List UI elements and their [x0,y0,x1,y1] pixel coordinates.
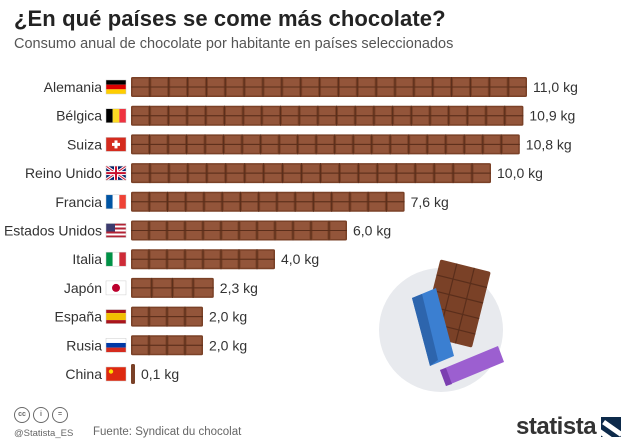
flag-icon-es [105,309,127,324]
chart-subtitle: Consumo anual de chocolate por habitante… [14,36,454,52]
chocolate-bar [131,191,405,212]
value-label: 2,0 kg [209,309,247,325]
flag-icon-de [105,79,127,95]
bar-row-4: Francia 7,6 kg [55,191,449,212]
bar-row-10: China 0,1 kg [65,364,179,384]
value-label: 0,1 kg [141,366,179,382]
bar-row-7: Japón 2,3 kg [64,277,258,298]
value-label: 10,8 kg [526,136,572,152]
bar-row-3: Reino Unido 10,0 kg [25,163,543,184]
flag-icon-jp [105,280,127,296]
flag-icon-cn [105,366,127,382]
bar-row-0: Alemania 11,0 kg [44,77,578,97]
by-icon: i [33,407,49,423]
chocolate-illustration [379,259,504,392]
bar-row-1: Bélgica 10,9 kg [56,105,575,126]
category-label: Bélgica [56,108,102,124]
chocolate-bar [131,335,203,356]
chocolate-bar [131,134,520,155]
category-label: Estados Unidos [4,223,102,239]
chart-title: ¿En qué países se come más chocolate? [14,6,446,31]
category-label: Suiza [67,136,102,152]
value-label: 2,0 kg [209,337,247,353]
chocolate-bar [131,163,491,184]
chocolate-bar [131,77,527,97]
category-label: Alemania [44,79,103,95]
category-label: Japón [64,280,102,296]
nd-icon: = [52,407,68,423]
value-label: 10,0 kg [497,165,543,181]
category-label: China [65,366,102,382]
statista-logo-icon [601,417,622,437]
flag-icon-gb [105,164,127,182]
statista-logo: statista [516,413,622,441]
cc-icon: cc [14,407,30,423]
value-label: 10,9 kg [529,108,575,124]
category-label: Reino Unido [25,165,102,181]
chocolate-bar [131,249,275,270]
flag-icon-us [105,223,127,238]
bar-row-9: Rusia 2,0 kg [66,335,247,356]
chocolate-bar [131,306,203,327]
license-icons: cc i = [14,407,68,423]
category-label: Italia [72,251,102,267]
flag-icon-ru [105,338,127,353]
bar-row-8: España 2,0 kg [55,306,247,327]
bar-row-6: Italia 4,0 kg [72,249,319,270]
flag-icon-ch [105,137,127,152]
chocolate-bar [131,105,524,126]
value-label: 7,6 kg [411,194,449,210]
chocolate-bar [131,220,347,241]
bar-row-2: Suiza 10,8 kg [67,134,572,155]
bar-row-5: Estados Unidos 6,0 kg [4,220,391,241]
value-label: 4,0 kg [281,251,319,267]
bar-chart: Alemania 11,0 kg Bélgica 10,9 kg Suiza 10,8 k… [4,77,578,384]
value-label: 6,0 kg [353,223,391,239]
category-label: Francia [55,194,102,210]
statista-logo-text: statista [516,413,597,440]
source-text: Fuente: Syndicat du chocolat [93,426,242,438]
flag-icon-be [105,108,127,123]
value-label: 11,0 kg [533,79,578,95]
statista-handle: @Statista_ES [14,428,74,439]
value-label: 2,3 kg [220,280,258,296]
category-label: España [55,309,103,325]
category-label: Rusia [66,337,102,353]
flag-icon-it [105,251,127,267]
chocolate-bar [131,277,214,298]
chocolate-bar [131,364,135,384]
flag-icon-fr [105,194,127,210]
